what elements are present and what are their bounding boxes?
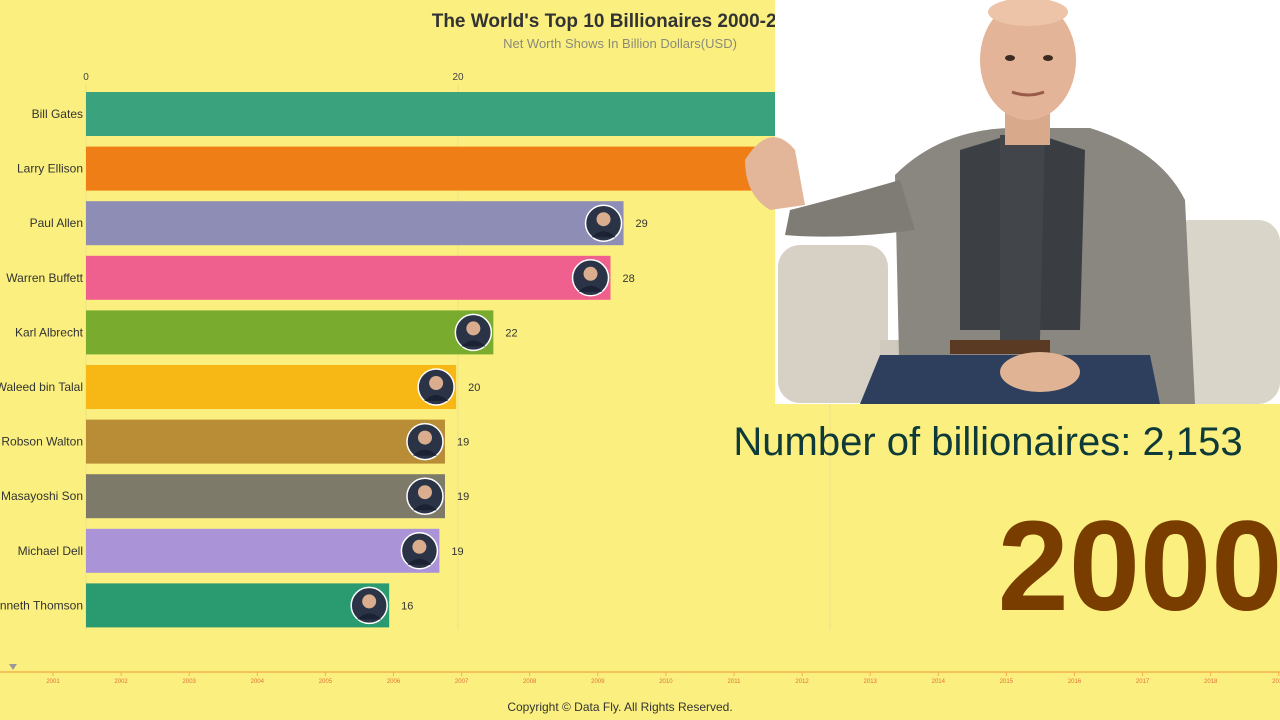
bar: [86, 528, 440, 573]
avatar-shoulders: [578, 285, 603, 292]
category-label: Kenneth Thomson: [0, 598, 83, 612]
year-tick-label[interactable]: 2003: [183, 679, 197, 685]
year-tick-label[interactable]: 2013: [864, 679, 878, 685]
photo-overlay: [745, 0, 1280, 404]
year-tick-label[interactable]: 2006: [387, 679, 401, 685]
bar: [86, 583, 390, 628]
right-eye: [1043, 55, 1053, 61]
bar: [86, 146, 799, 191]
value-label: 19: [457, 437, 469, 449]
head-top: [988, 0, 1068, 26]
year-tick-label[interactable]: 2009: [591, 679, 605, 685]
category-label: Warren Buffett: [6, 271, 83, 285]
year-tick-label[interactable]: 2012: [795, 679, 809, 685]
category-label: S. Robson Walton: [0, 435, 83, 449]
value-label: 29: [636, 218, 648, 230]
avatar-face: [417, 430, 432, 445]
year-tick-label[interactable]: 2014: [932, 679, 946, 685]
shirt-center: [1000, 135, 1045, 340]
bars-group: Bill Gates59Larry Ellison38Paul Allen29W…: [0, 92, 1210, 628]
bar: [86, 255, 611, 300]
avatar-shoulders: [407, 558, 432, 565]
shirt-right: [1040, 135, 1085, 330]
year-tick-label[interactable]: 2005: [319, 679, 333, 685]
category-label: Masayoshi Son: [1, 489, 83, 503]
bar: [86, 201, 624, 246]
value-label: 19: [457, 491, 469, 503]
year-tick-label[interactable]: 2008: [523, 679, 537, 685]
chair-right-arm: [1168, 220, 1280, 404]
year-tick-label[interactable]: 2004: [251, 679, 265, 685]
billionaire-count-label: Number of billionaires: 2,153: [733, 420, 1242, 464]
avatar-shoulders: [591, 231, 616, 238]
timeline-play-triangle-icon[interactable]: [9, 664, 17, 670]
avatar-face: [466, 321, 481, 336]
belt: [950, 340, 1050, 354]
avatar-shoulders: [461, 340, 486, 347]
avatar-shoulders: [412, 504, 437, 511]
value-label: 16: [401, 600, 413, 612]
avatar-shoulders: [412, 449, 437, 456]
copyright-text: Copyright © Data Fly. All Rights Reserve…: [507, 700, 732, 714]
year-tick-label[interactable]: 2019: [1272, 679, 1280, 685]
avatar-face: [412, 539, 427, 554]
avatar-face: [362, 594, 377, 609]
category-label: Michael Dell: [18, 544, 83, 558]
category-label: Karl Albrecht: [15, 325, 84, 339]
year-tick-label[interactable]: 2016: [1068, 679, 1082, 685]
resting-hand: [1000, 352, 1080, 392]
value-label: 28: [623, 273, 635, 285]
category-label: Waleed bin Talal: [0, 380, 83, 394]
avatar-face: [583, 266, 598, 281]
shirt-left: [960, 135, 1010, 330]
avatar-shoulders: [357, 613, 382, 620]
value-label: 20: [468, 382, 480, 394]
avatar-face: [417, 485, 432, 500]
avatar-face: [596, 212, 611, 227]
value-label: 22: [505, 327, 517, 339]
bar: [86, 310, 494, 355]
chart-title: The World's Top 10 Billionaires 2000-201…: [432, 11, 809, 32]
year-tick-label[interactable]: 2007: [455, 679, 469, 685]
chart-subtitle: Net Worth Shows In Billion Dollars(USD): [503, 36, 737, 51]
bar: [86, 365, 457, 409]
x-tick-label: 0: [83, 72, 89, 83]
raised-arm: [785, 180, 915, 237]
timeline-year-ticks: 2001 2002 2003 2004 2005 2006 2007 2008 2009 2010…: [46, 672, 1280, 685]
current-year: 2000: [998, 495, 1280, 638]
year-tick-label[interactable]: 2001: [46, 679, 60, 685]
year-tick-label[interactable]: 2011: [728, 679, 742, 685]
category-label: Bill Gates: [32, 107, 83, 121]
avatar-shoulders: [424, 395, 449, 401]
category-label: Paul Allen: [30, 216, 83, 230]
avatar-face: [429, 376, 444, 390]
year-tick-label[interactable]: 2010: [659, 679, 673, 685]
left-eye: [1005, 55, 1015, 61]
x-tick-label: 20: [452, 72, 464, 83]
year-tick-label[interactable]: 2017: [1136, 679, 1150, 685]
value-label: 19: [451, 546, 463, 558]
head: [980, 0, 1076, 120]
bar: [86, 419, 445, 464]
year-tick-label[interactable]: 2015: [1000, 679, 1014, 685]
year-tick-label[interactable]: 2002: [114, 679, 128, 685]
bar: [86, 474, 445, 519]
chair-left-arm: [778, 245, 888, 403]
mouth: [1011, 90, 1045, 97]
year-tick-label[interactable]: 2018: [1204, 679, 1218, 685]
raised-hand: [745, 137, 805, 210]
category-label: Larry Ellison: [17, 162, 83, 176]
